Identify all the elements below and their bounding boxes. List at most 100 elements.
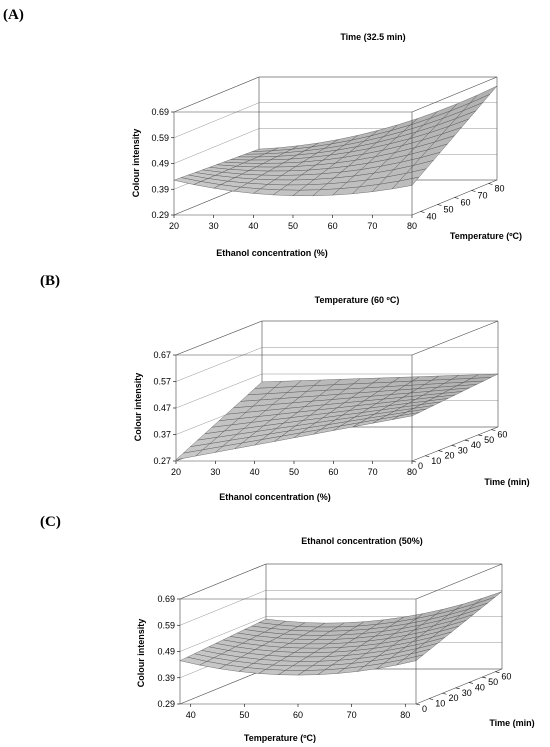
panel-c-title: Ethanol concentration (50%) (301, 536, 423, 546)
y-tick-label: 50 (488, 677, 498, 687)
y-tick-label: 10 (435, 699, 445, 709)
panel-b-y-label: Time (min) (484, 477, 529, 487)
y-tick-label: 20 (444, 451, 454, 461)
y-tick-mark (411, 460, 417, 463)
panel-c: (C) Ethanol concentration (50%) 0.29 0.39… (40, 514, 535, 743)
y-tick-label: 50 (484, 435, 494, 445)
y-tick-label: 80 (495, 184, 505, 194)
y-tick-label: 50 (444, 205, 454, 215)
panel-b-surface (175, 373, 499, 460)
z-gridline (173, 76, 260, 113)
x-tick-label: 80 (407, 221, 417, 231)
panel-a: (A) Time (32.5 min) 0.29 0.39 0.49 0.59 0.69… (3, 7, 522, 258)
y-tick-label: 40 (427, 212, 437, 222)
surface-cell (391, 176, 420, 190)
z-gridline (179, 668, 267, 705)
y-tick-label: 20 (448, 693, 458, 703)
x-tick-label: 60 (293, 710, 303, 720)
x-tick-label: 50 (289, 467, 299, 477)
box-edge (415, 668, 503, 705)
panel-c-surface (179, 591, 503, 676)
x-tick-label: 30 (209, 221, 219, 231)
x-tick-label: 80 (407, 467, 417, 477)
z-tick-label: 0.49 (157, 647, 175, 657)
z-gridline (173, 102, 260, 138)
x-tick-label: 20 (169, 221, 179, 231)
panel-a-title: Time (32.5 min) (340, 32, 405, 42)
y-tick-mark (464, 439, 469, 442)
y-tick-mark (455, 687, 460, 690)
y-tick-label: 30 (458, 445, 468, 455)
y-tick-mark (420, 211, 425, 213)
x-tick-label: 70 (367, 221, 377, 231)
y-tick-label: 60 (497, 430, 507, 440)
y-tick-label: 40 (475, 682, 485, 692)
y-tick-label: 30 (462, 688, 472, 698)
panel-b-x-label: Ethanol concentration (%) (219, 492, 331, 502)
z-tick-label: 0.49 (151, 159, 169, 169)
z-tick-label: 0.29 (151, 210, 169, 220)
y-tick-mark (482, 676, 487, 679)
panel-c-z-label: Colour intensity (136, 619, 146, 688)
panel-c-letter: (C) (40, 514, 61, 530)
z-tick-label: 0.39 (151, 184, 169, 194)
panel-c-x-label: Temperature (ºC) (244, 733, 316, 743)
panel-a-letter: (A) (3, 7, 24, 23)
box-edge (411, 426, 499, 462)
panel-a-surface (173, 85, 498, 196)
y-tick-mark (425, 455, 430, 458)
z-gridline (175, 347, 263, 382)
y-tick-mark (454, 197, 459, 199)
box-edge (411, 76, 498, 113)
box-edge (415, 563, 503, 600)
z-tick-label: 0.47 (153, 403, 171, 413)
x-tick-label: 70 (347, 710, 357, 720)
surface-cell (396, 654, 424, 666)
y-tick-label: 10 (431, 456, 441, 466)
y-tick-mark (495, 671, 500, 673)
y-tick-mark (415, 703, 421, 706)
x-tick-label: 50 (239, 710, 249, 720)
panel-b-title: Temperature (60 ºC) (315, 295, 400, 305)
x-tick-label: 20 (171, 467, 181, 477)
z-tick-label: 0.59 (157, 620, 175, 630)
z-tick-label: 0.39 (157, 673, 175, 683)
y-tick-mark (442, 692, 447, 695)
y-tick-label: 40 (471, 440, 481, 450)
panel-c-y-label: Time (min) (489, 718, 534, 728)
x-tick-label: 70 (368, 467, 378, 477)
x-tick-label: 60 (328, 221, 338, 231)
y-tick-mark (429, 698, 434, 700)
panel-a-z-label: Colour intensity (131, 129, 141, 198)
y-tick-mark (488, 183, 493, 185)
z-tick-label: 0.69 (151, 107, 169, 117)
z-gridline (175, 373, 263, 409)
x-tick-label: 30 (210, 467, 220, 477)
z-tick-label: 0.67 (153, 350, 171, 360)
z-tick-label: 0.59 (151, 133, 169, 143)
y-tick-mark (471, 190, 476, 192)
x-tick-label: 40 (250, 467, 260, 477)
z-gridline (175, 320, 263, 356)
z-gridline (173, 128, 260, 164)
x-tick-label: 40 (248, 221, 258, 231)
x-tick-label: 60 (328, 467, 338, 477)
y-tick-label: 70 (478, 191, 488, 201)
y-tick-label: 0 (422, 704, 427, 714)
y-tick-mark (437, 204, 442, 206)
z-tick-label: 0.57 (153, 377, 171, 387)
z-gridline (179, 563, 267, 600)
y-tick-label: 60 (501, 672, 511, 682)
y-tick-label: 0 (418, 461, 423, 471)
x-tick-label: 50 (288, 221, 298, 231)
y-tick-mark (478, 434, 483, 437)
panel-b: (B) Temperature (60 ºC) 0.27 0.37 0.47 0.57… (40, 273, 530, 502)
panel-a-x-label: Ethanol concentration (%) (216, 248, 328, 258)
z-tick-label: 0.69 (157, 594, 175, 604)
y-tick-mark (468, 682, 473, 684)
panel-b-letter: (B) (40, 273, 60, 289)
z-gridline (179, 616, 267, 652)
x-tick-label: 80 (400, 710, 410, 720)
box-edge (411, 320, 499, 356)
